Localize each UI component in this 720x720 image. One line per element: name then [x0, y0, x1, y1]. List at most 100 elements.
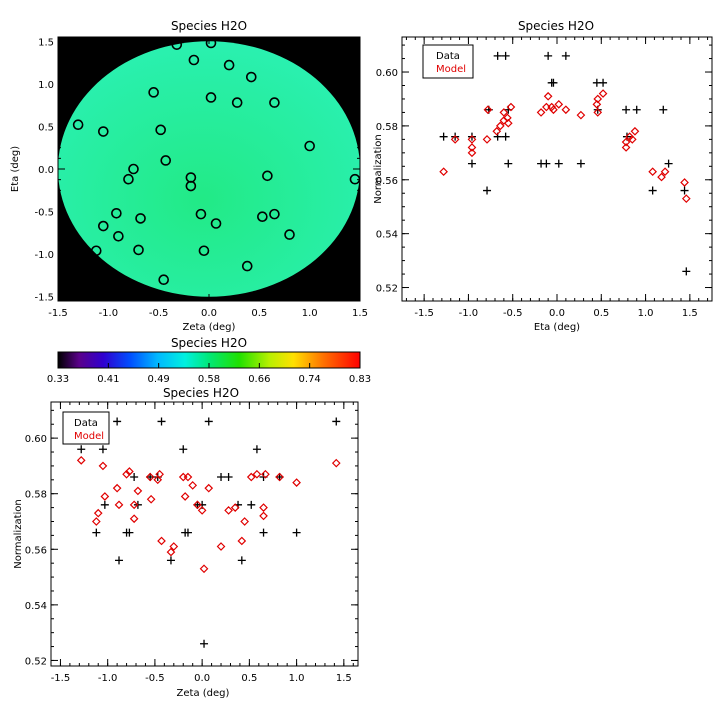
eta-plot-y-tick-label: 0.56: [376, 176, 398, 187]
map-y-tick-label: -1.5: [34, 293, 54, 304]
eta-plot-data-point: [467, 159, 476, 168]
zeta-plot-panel: Species H2O -1.5 -1.0 -0.5 0.0 0.5 1.0 1.5 0.5…: [13, 386, 359, 699]
station-marker: [304, 140, 315, 152]
zeta-plot-x-tick-label: 1.0: [289, 673, 305, 684]
map-panel: Species H2O -1.5 -1.0 -0.5 0.0 0.5 1.0 1.5 -1.…: [10, 19, 368, 333]
station-marker: [210, 218, 222, 229]
station-marker: [160, 155, 172, 166]
eta-plot-panel: Species H2O -1.5 -1.0 -0.5 0.0 0.5 1.0 1.5 0.5…: [373, 19, 713, 333]
eta-plot-model-point: [506, 102, 516, 112]
colorbar-tick-label: 0.83: [349, 374, 371, 385]
zeta-plot-x-tick-label: -1.0: [98, 673, 118, 684]
station-marker: [205, 92, 217, 103]
map-x-tick-label: 0.0: [201, 308, 217, 319]
zeta-plot-y-tick-label: 0.60: [25, 434, 47, 445]
eta-plot-model-point: [648, 167, 658, 177]
map-y-axis: -1.5 -1.0 -0.5 0.0 0.5 1.0 1.5: [34, 37, 360, 304]
eta-plot-data-point: [504, 159, 513, 168]
eta-plot-model-point: [680, 178, 689, 187]
colorbar-tick-label: 0.33: [47, 374, 69, 385]
zeta-plot-x-axis: -1.5 -1.0 -0.5 0.0 0.5 1.0 1.5: [50, 402, 354, 684]
station-marker: [185, 180, 197, 192]
colorbar-tick-label: 0.74: [299, 374, 321, 385]
eta-plot-data-point: [682, 267, 691, 276]
zeta-plot-model-point: [114, 500, 124, 510]
eta-plot-model-point: [467, 135, 477, 144]
zeta-plot-model-point: [259, 511, 268, 521]
zeta-plot-data-point: [237, 556, 246, 565]
zeta-plot-model-point: [155, 469, 164, 479]
zeta-plot-model-point: [166, 547, 176, 557]
eta-plot-data-point: [501, 51, 510, 60]
eta-plot-x-tick-label: 0.0: [549, 308, 565, 319]
eta-plot-model-point: [467, 148, 477, 158]
map-x-tick-label: 1.5: [352, 308, 368, 319]
eta-plot-data-point: [483, 186, 492, 195]
zeta-plot-data-point: [217, 473, 226, 482]
eta-plot-model-point: [592, 99, 602, 109]
zeta-plot-model-point: [246, 472, 256, 482]
eta-plot-x-axis: -1.5 -1.0 -0.5 0.0 0.5 1.0 1.5: [405, 37, 709, 319]
station-marker: [195, 208, 207, 220]
zeta-plot-y-axis: 0.52 0.54 0.56 0.58 0.60: [25, 409, 358, 667]
eta-plot-model-point: [621, 143, 631, 152]
map-field: [58, 41, 360, 297]
zeta-plot-x-tick-label: -1.5: [51, 673, 71, 684]
zeta-plot-model-point: [133, 486, 143, 496]
zeta-plot-model-point: [125, 467, 134, 476]
eta-plot-data-point: [561, 51, 570, 60]
map-x-tick-label: 0.5: [251, 308, 267, 319]
map-y-tick-label: 0.5: [38, 122, 54, 133]
zeta-plot-model-point: [193, 500, 202, 510]
zeta-plot-data-point: [224, 473, 233, 482]
eta-plot-model-point: [450, 135, 460, 144]
eta-plot-data-point: [659, 105, 668, 114]
map-y-tick-label: 1.0: [38, 80, 54, 91]
zeta-plot-data-point: [259, 528, 268, 537]
zeta-plot-y-tick-label: 0.54: [25, 601, 47, 612]
zeta-plot-model-point: [98, 461, 108, 471]
eta-plot-model-point: [536, 108, 546, 117]
zeta-legend-data: Data: [74, 418, 98, 429]
colorbar-ticks: 0.33 0.41 0.49 0.58 0.66 0.74 0.83: [47, 363, 371, 385]
eta-plot-model-point: [660, 167, 670, 177]
zeta-plot-model-point: [122, 469, 131, 479]
station-marker: [188, 54, 200, 66]
eta-plot-legend: Data Model: [422, 44, 474, 79]
station-marker: [98, 126, 109, 137]
eta-plot-model-point: [499, 108, 509, 117]
zeta-plot-data-point: [115, 556, 124, 565]
zeta-plot-x-tick-label: -0.5: [145, 673, 165, 684]
eta-plot-model-point: [593, 94, 603, 104]
station-marker: [148, 87, 159, 98]
zeta-plot-model-point: [237, 536, 247, 546]
zeta-plot-data-point: [98, 445, 107, 454]
station-marker: [241, 260, 253, 272]
eta-plot-data-point: [542, 159, 551, 168]
station-marker: [113, 230, 124, 242]
eta-plot-y-axis: 0.52 0.54 0.56 0.58 0.60: [376, 44, 712, 302]
eta-plot-model-point: [627, 135, 637, 144]
zeta-plot-data-point: [157, 417, 166, 426]
station-marker: [245, 71, 257, 83]
eta-plot-data-point: [664, 159, 673, 168]
station-marker: [198, 245, 210, 257]
eta-plot-title: Species H2O: [518, 19, 594, 33]
zeta-plot-x-tick-label: 0.5: [241, 673, 257, 684]
eta-plot-model-point: [561, 105, 571, 115]
map-y-tick-label: -0.5: [34, 208, 54, 219]
zeta-plot-model-point: [93, 508, 103, 518]
zeta-plot-model-point: [240, 517, 249, 526]
map-y-tick-label: 0.0: [38, 165, 54, 176]
station-marker: [111, 207, 122, 219]
zeta-plot-x-tick-label: 1.5: [336, 673, 352, 684]
eta-plot-model-point: [681, 194, 691, 203]
eta-plot-model-point: [467, 143, 477, 152]
station-marker: [223, 59, 235, 71]
zeta-plot-data-point: [130, 473, 139, 482]
zeta-plot-data-point: [166, 556, 175, 565]
zeta-plot-frame: [50, 401, 359, 667]
zeta-plot-model-point: [169, 542, 179, 551]
zeta-plot-model-point: [275, 472, 284, 482]
eta-plot-model-point: [554, 99, 564, 109]
